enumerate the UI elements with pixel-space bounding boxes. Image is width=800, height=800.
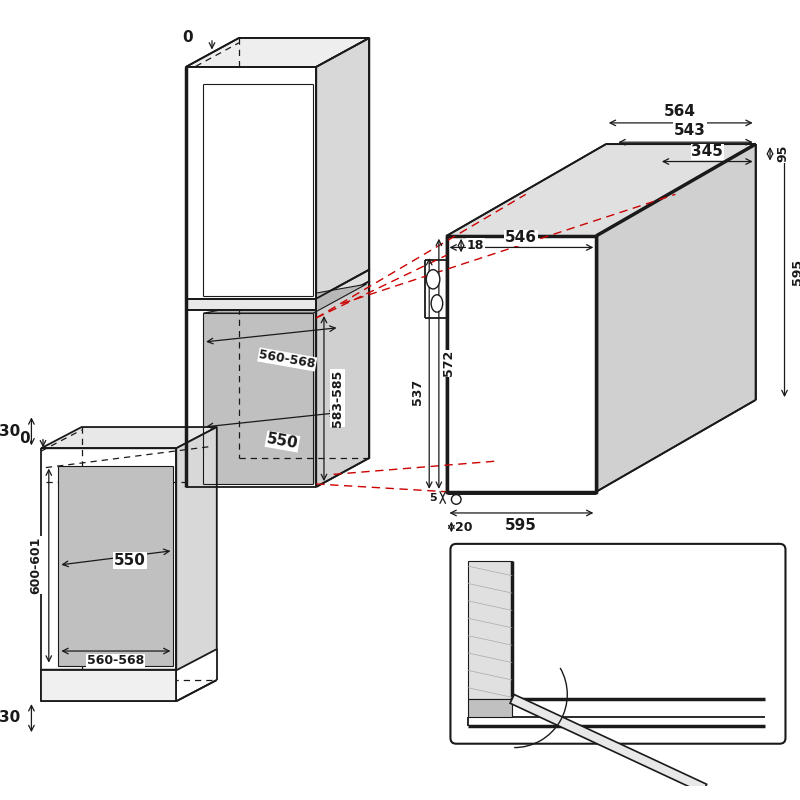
Text: 546: 546: [505, 230, 537, 246]
Text: 0: 0: [182, 30, 193, 46]
Text: 550: 550: [266, 431, 299, 452]
Text: 560-568: 560-568: [86, 654, 144, 667]
Text: 600-601: 600-601: [30, 537, 42, 594]
Polygon shape: [510, 694, 706, 793]
Text: 95: 95: [776, 145, 789, 162]
Text: 564: 564: [664, 104, 696, 119]
Ellipse shape: [426, 270, 440, 289]
Text: 583-585: 583-585: [331, 370, 344, 426]
Ellipse shape: [431, 294, 442, 312]
Text: 30: 30: [0, 710, 20, 725]
Polygon shape: [41, 670, 176, 702]
Text: 595: 595: [505, 518, 537, 533]
Polygon shape: [468, 562, 512, 699]
Polygon shape: [203, 284, 366, 313]
Text: 0: 0: [568, 694, 577, 708]
Text: 30: 30: [0, 424, 20, 439]
Polygon shape: [186, 38, 370, 67]
Polygon shape: [596, 144, 755, 492]
Polygon shape: [176, 427, 217, 670]
Text: 560-568: 560-568: [258, 348, 317, 371]
Polygon shape: [446, 236, 596, 492]
Circle shape: [451, 494, 461, 504]
Text: 18: 18: [467, 239, 484, 252]
Polygon shape: [316, 282, 370, 487]
Text: 543: 543: [674, 123, 706, 138]
Text: 0: 0: [19, 431, 30, 446]
Text: 477: 477: [620, 559, 652, 574]
Text: 537: 537: [411, 379, 424, 406]
Text: 550: 550: [114, 553, 146, 568]
Polygon shape: [186, 298, 316, 310]
Polygon shape: [316, 270, 370, 310]
Polygon shape: [58, 466, 174, 666]
Text: 345: 345: [691, 144, 723, 159]
FancyBboxPatch shape: [450, 544, 786, 744]
Text: 89°: 89°: [530, 653, 559, 668]
Polygon shape: [446, 144, 755, 236]
Polygon shape: [316, 38, 370, 298]
Text: 10: 10: [758, 715, 775, 728]
Text: 572: 572: [442, 350, 455, 377]
Text: 20: 20: [455, 521, 473, 534]
Text: 595: 595: [790, 258, 800, 285]
Polygon shape: [468, 699, 512, 717]
Text: 5: 5: [430, 493, 437, 502]
Polygon shape: [186, 67, 316, 298]
Polygon shape: [203, 298, 339, 484]
Polygon shape: [41, 427, 217, 448]
Polygon shape: [203, 84, 314, 296]
